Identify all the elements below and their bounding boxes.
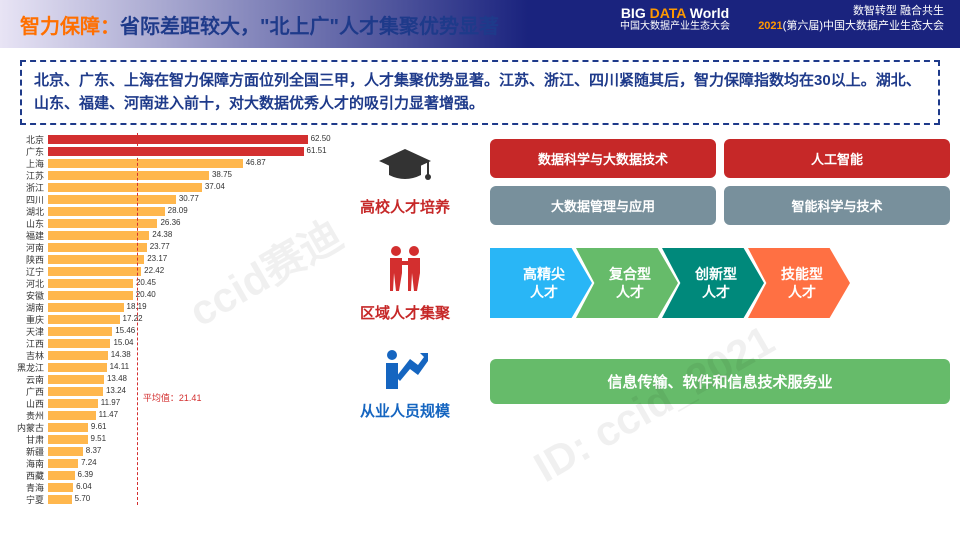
bar-row: 宁夏5.70 xyxy=(10,493,330,505)
bar-row: 贵州11.47 xyxy=(10,409,330,421)
bar-row: 四川30.77 xyxy=(10,193,330,205)
graduation-icon xyxy=(377,147,433,192)
section-title: 高校人才培养 xyxy=(340,196,470,217)
bar-row: 吉林14.38 xyxy=(10,349,330,361)
bar-chart: 北京62.50广东61.51上海46.87江苏38.75浙江37.04四川30.… xyxy=(10,133,330,505)
category-box: 数据科学与大数据技术 xyxy=(490,139,716,178)
bar-row: 重庆17.22 xyxy=(10,313,330,325)
header-meta: 数智转型 融合共生 2021(第六届)中国大数据产业生态大会 xyxy=(758,4,944,35)
section-title: 从业人员规模 xyxy=(340,400,470,421)
bar-row: 湖南18.19 xyxy=(10,301,330,313)
section-region: 区域人才集聚 高精尖 人才复合型 人才创新型 人才技能型 人才 xyxy=(340,243,950,323)
bar-row: 黑龙江14.11 xyxy=(10,361,330,373)
category-box: 大数据管理与应用 xyxy=(490,186,716,225)
bar-row: 江西15.04 xyxy=(10,337,330,349)
section-university: 高校人才培养 数据科学与大数据技术人工智能大数据管理与应用智能科学与技术 xyxy=(340,139,950,225)
arrow-box: 高精尖 人才 xyxy=(490,248,592,318)
bar-row: 新疆8.37 xyxy=(10,445,330,457)
bar-row: 甘肃9.51 xyxy=(10,433,330,445)
bar-row: 内蒙古9.61 xyxy=(10,421,330,433)
bar-row: 湖北28.09 xyxy=(10,205,330,217)
bar-row: 河北20.45 xyxy=(10,277,330,289)
people-icon xyxy=(380,243,430,298)
bar-row: 上海46.87 xyxy=(10,157,330,169)
bar-row: 河南23.77 xyxy=(10,241,330,253)
bar-row: 辽宁22.42 xyxy=(10,265,330,277)
category-box: 智能科学与技术 xyxy=(724,186,950,225)
bar-row: 西藏6.39 xyxy=(10,469,330,481)
bar-row: 北京62.50 xyxy=(10,133,330,145)
bar-row: 江苏38.75 xyxy=(10,169,330,181)
header: 智力保障：省际差距较大，"北上广"人才集聚优势显著 BIG DATA World… xyxy=(0,0,960,48)
bar-row: 山东26.36 xyxy=(10,217,330,229)
section-title: 区域人才集聚 xyxy=(340,302,470,323)
growth-icon xyxy=(380,341,430,396)
section-workforce: 从业人员规模 信息传输、软件和信息技术服务业 xyxy=(340,341,950,421)
bar-row: 青海6.04 xyxy=(10,481,330,493)
bar-row: 云南13.48 xyxy=(10,373,330,385)
bar-row: 浙江37.04 xyxy=(10,181,330,193)
logo: BIG DATA World 中国大数据产业生态大会 xyxy=(620,6,730,32)
bar-row: 天津15.46 xyxy=(10,325,330,337)
bar-row: 海南7.24 xyxy=(10,457,330,469)
category-box: 人工智能 xyxy=(724,139,950,178)
page-title: 智力保障：省际差距较大，"北上广"人才集聚优势显著 xyxy=(20,10,499,39)
summary-box: 北京、广东、上海在智力保障方面位列全国三甲，人才集聚优势显著。江苏、浙江、四川紧… xyxy=(20,60,940,125)
bar-row: 陕西23.17 xyxy=(10,253,330,265)
bar-row: 广东61.51 xyxy=(10,145,330,157)
wide-box: 信息传输、软件和信息技术服务业 xyxy=(490,359,950,404)
bar-row: 安徽20.40 xyxy=(10,289,330,301)
bar-row: 福建24.38 xyxy=(10,229,330,241)
